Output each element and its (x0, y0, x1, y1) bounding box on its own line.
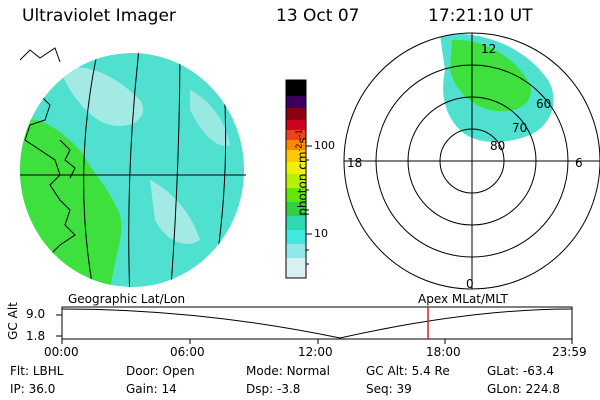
colorbar-tick-10: 10 (314, 227, 328, 240)
timeline-x-tick-2359: 23:59 (552, 345, 587, 359)
timeline-strip (56, 306, 573, 344)
footer-gain: Gain: 14 (126, 382, 177, 396)
mlt-label-12: 12 (481, 42, 497, 56)
lat-label-70: 70 (512, 121, 528, 135)
timeline-y-tick-1: 1.8 (26, 329, 46, 343)
footer-ip: IP: 36.0 (10, 382, 56, 396)
footer-door: Door: Open (126, 364, 195, 378)
footer-seq: Seq: 39 (366, 382, 412, 396)
timeline-x-tick-0000: 00:00 (44, 345, 79, 359)
polar-plot (343, 32, 600, 290)
mlt-label-6: 6 (575, 156, 583, 170)
mlt-label-0: 0 (466, 277, 474, 291)
footer-mode: Mode: Normal (246, 364, 330, 378)
colorbar-unit-label: photon cm-2s-1 (294, 129, 310, 216)
footer-flt: Flt: LBHL (10, 364, 64, 378)
time-label: 17:21:10 UT (428, 6, 533, 26)
colorbar-tick-100: 100 (314, 139, 335, 152)
lat-label-80: 80 (490, 139, 506, 153)
footer-gc-alt: GC Alt: 5.4 Re (366, 364, 450, 378)
footer-glon: GLon: 224.8 (487, 382, 560, 396)
timeline-x-tick-1200: 12:00 (298, 345, 333, 359)
lat-label-60: 60 (536, 97, 552, 111)
instrument-title: Ultraviolet Imager (22, 6, 176, 26)
colorbar (285, 79, 312, 279)
timeline-y-title: GC Alt (5, 302, 20, 340)
mlt-label-18: 18 (347, 156, 363, 170)
timeline-y-tick-9: 9.0 (26, 307, 46, 321)
geographic-image (19, 47, 246, 287)
timeline-left-label: Geographic Lat/Lon (68, 292, 186, 306)
timeline-x-tick-1800: 18:00 (426, 345, 461, 359)
timeline-right-label: Apex MLat/MLT (418, 292, 508, 306)
timeline-x-tick-0600: 06:00 (170, 345, 205, 359)
footer-dsp: Dsp: -3.8 (246, 382, 301, 396)
footer-glat: GLat: -63.4 (487, 364, 554, 378)
date-label: 13 Oct 07 (276, 6, 360, 26)
